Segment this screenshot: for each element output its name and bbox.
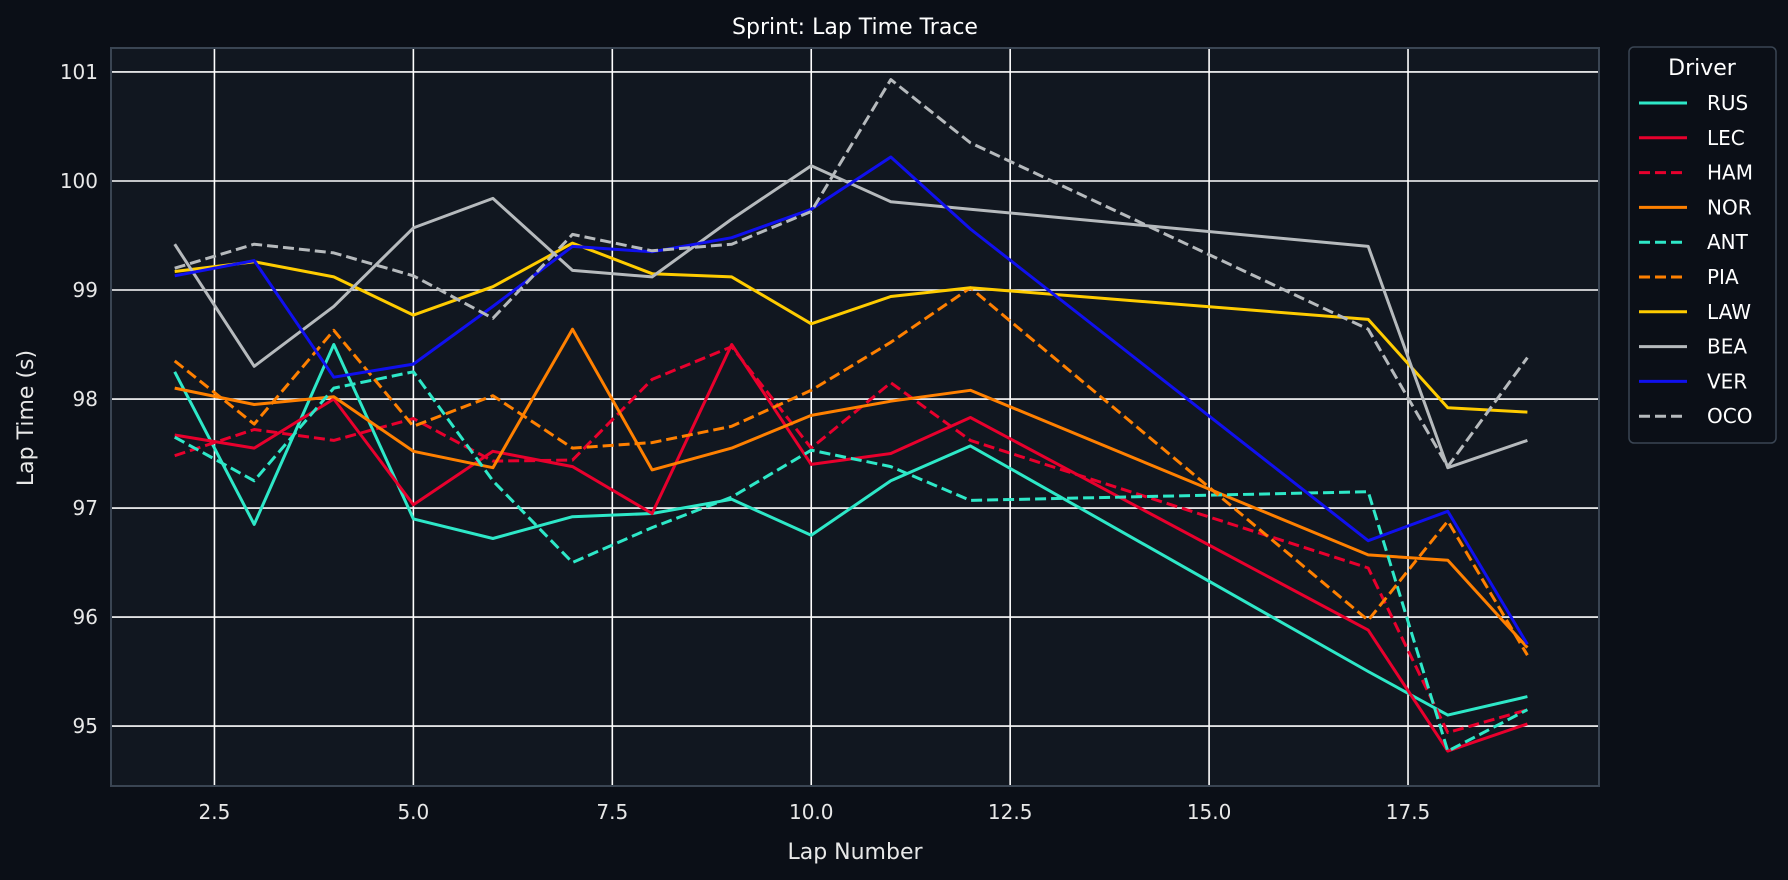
series-lines bbox=[173, 78, 1529, 753]
legend-label-nor: NOR bbox=[1707, 195, 1752, 219]
legend-label-rus: RUS bbox=[1707, 91, 1748, 115]
series-line-nor bbox=[174, 327, 1529, 649]
legend-label-lec: LEC bbox=[1707, 126, 1745, 150]
x-tick-label: 15.0 bbox=[1187, 800, 1232, 824]
x-axis-label: Lap Number bbox=[787, 840, 923, 865]
y-tick-label: 96 bbox=[73, 605, 98, 629]
y-tick-label: 100 bbox=[60, 169, 98, 193]
series-line-bea bbox=[173, 164, 1528, 470]
y-axis-label: Lap Time (s) bbox=[14, 350, 39, 486]
series-line-oco bbox=[174, 78, 1529, 469]
legend-label-ant: ANT bbox=[1707, 230, 1749, 254]
legend-label-ver: VER bbox=[1707, 369, 1747, 393]
y-tick-label: 99 bbox=[73, 278, 98, 302]
x-axis-ticks: 2.5 5.0 7.5 10.0 12.5 15.0 17.5 bbox=[199, 800, 1431, 824]
series-line-ham bbox=[174, 345, 1528, 735]
series-line-lec bbox=[174, 343, 1528, 753]
legend-box bbox=[1628, 46, 1777, 444]
y-tick-label: 95 bbox=[73, 714, 98, 738]
x-tick-label: 12.5 bbox=[988, 800, 1033, 824]
chart-title: Sprint: Lap Time Trace bbox=[732, 15, 978, 40]
series-line-ant bbox=[173, 370, 1529, 753]
plot-frame bbox=[110, 47, 1600, 787]
legend-items: RUS LEC HAM NOR ANT PIA LAW BEA VER OCO bbox=[1639, 91, 1753, 428]
legend-label-law: LAW bbox=[1707, 300, 1751, 324]
series-line-law bbox=[174, 241, 1528, 414]
legend-label-pia: PIA bbox=[1707, 265, 1739, 289]
x-tick-label: 7.5 bbox=[596, 800, 628, 824]
y-tick-label: 97 bbox=[73, 496, 98, 520]
legend-label-bea: BEA bbox=[1707, 335, 1747, 359]
series-line-pia bbox=[173, 286, 1529, 656]
y-tick-label: 101 bbox=[60, 60, 98, 84]
legend: Driver RUS LEC HAM NOR ANT PIA LAW BEA VER OCO bbox=[1628, 46, 1777, 444]
x-tick-label: 17.5 bbox=[1386, 800, 1431, 824]
x-tick-label: 5.0 bbox=[397, 800, 429, 824]
legend-label-oco: OCO bbox=[1707, 404, 1752, 428]
y-tick-label: 98 bbox=[73, 387, 98, 411]
legend-title: Driver bbox=[1668, 56, 1737, 81]
grid-lines bbox=[111, 48, 1599, 786]
legend-label-ham: HAM bbox=[1707, 161, 1753, 185]
x-tick-label: 2.5 bbox=[199, 800, 231, 824]
x-tick-label: 10.0 bbox=[789, 800, 834, 824]
y-axis-ticks: 95 96 97 98 99 100 101 bbox=[60, 60, 98, 738]
series-line-ver bbox=[174, 155, 1529, 646]
